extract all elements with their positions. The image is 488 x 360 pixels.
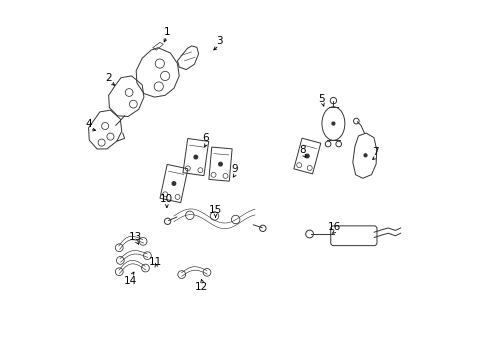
Text: 10: 10 bbox=[159, 194, 172, 204]
Circle shape bbox=[172, 182, 175, 185]
Text: 2: 2 bbox=[105, 73, 112, 83]
Circle shape bbox=[363, 153, 367, 157]
Text: 4: 4 bbox=[85, 119, 92, 129]
Text: 16: 16 bbox=[327, 221, 341, 231]
Circle shape bbox=[194, 155, 197, 159]
Text: 3: 3 bbox=[216, 36, 223, 46]
Text: 6: 6 bbox=[202, 133, 208, 143]
Text: 7: 7 bbox=[371, 148, 378, 157]
Text: 1: 1 bbox=[163, 27, 170, 37]
Text: 13: 13 bbox=[129, 232, 142, 242]
Text: 11: 11 bbox=[149, 257, 162, 267]
Circle shape bbox=[330, 121, 335, 126]
Text: 9: 9 bbox=[231, 165, 238, 174]
Text: 14: 14 bbox=[124, 275, 137, 285]
Text: 15: 15 bbox=[208, 205, 222, 215]
Text: 12: 12 bbox=[194, 282, 208, 292]
Text: 5: 5 bbox=[318, 94, 324, 104]
Circle shape bbox=[305, 154, 308, 158]
Circle shape bbox=[218, 162, 222, 166]
Text: 8: 8 bbox=[299, 145, 305, 155]
